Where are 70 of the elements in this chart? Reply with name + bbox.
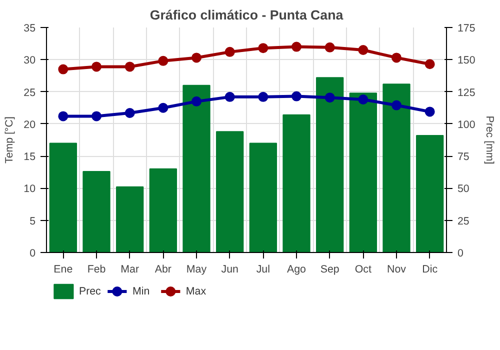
legend-label: Max (186, 286, 207, 298)
bar (49, 142, 77, 252)
point (224, 46, 235, 57)
point (192, 52, 202, 63)
y-tick-label: 5 (30, 215, 36, 228)
point (324, 92, 335, 103)
x-tick-label: Feb (87, 264, 106, 276)
x-tick-label: Ago (287, 264, 306, 276)
bar (416, 135, 444, 252)
x-tick-label: Oct (354, 264, 372, 276)
bar (82, 171, 110, 252)
point (92, 111, 102, 122)
bar (349, 92, 377, 252)
legend-label: Min (132, 286, 150, 298)
y2-axis-title: Prec [mm] (483, 116, 496, 164)
x-tick-label: Nov (387, 264, 407, 276)
point (292, 42, 302, 52)
y-axis-title: Temp [°C] (4, 116, 16, 164)
point (92, 62, 102, 72)
point (224, 92, 235, 102)
y-tick-label: 25 (24, 86, 36, 99)
point (58, 111, 68, 122)
y-tick-label: 35 (24, 22, 36, 34)
y2-tick-label: 0 (458, 248, 464, 260)
point (424, 59, 435, 70)
bar (382, 84, 410, 252)
y-tick-label: 0 (30, 248, 36, 260)
x-tick-label: Mar (120, 264, 140, 276)
bar (282, 114, 310, 252)
x-tick-label: Dic (422, 264, 438, 276)
bar (316, 77, 344, 252)
legend-label: Prec (78, 286, 102, 298)
bar (149, 168, 177, 252)
point (258, 43, 268, 54)
chart-title: Gráfico climático - Punta Cana (150, 8, 344, 22)
point (124, 108, 135, 118)
bar (116, 186, 144, 252)
y2-tick-label: 150 (458, 54, 476, 67)
y2-tick-label: 125 (458, 86, 476, 99)
point (424, 106, 435, 117)
y-tick-label: 10 (24, 183, 36, 196)
point (358, 45, 368, 55)
point (58, 64, 68, 74)
bar (216, 131, 244, 252)
x-tick-label: Sep (320, 264, 340, 276)
x-tick-label: Jul (256, 264, 270, 276)
x-tick-label: May (186, 264, 208, 276)
point (192, 96, 202, 106)
y2-tick-label: 25 (458, 215, 470, 228)
y2-tick-label: 75 (458, 151, 470, 164)
point (292, 91, 302, 102)
point (158, 56, 168, 66)
point (392, 52, 402, 63)
point (158, 102, 168, 113)
point (324, 42, 335, 52)
y-tick-label: 30 (24, 54, 36, 67)
y-tick-label: 15 (24, 151, 36, 164)
x-tick-label: Ene (54, 264, 73, 276)
x-tick-label: Abr (154, 264, 172, 276)
y2-tick-label: 100 (458, 118, 476, 131)
y2-tick-label: 50 (458, 183, 470, 196)
point (392, 100, 402, 110)
y2-tick-label: 175 (458, 22, 476, 34)
point (124, 62, 135, 72)
bar (249, 142, 277, 252)
y-tick-label: 20 (24, 118, 36, 131)
point (358, 94, 368, 104)
bar (182, 84, 210, 252)
point (258, 92, 268, 102)
x-tick-label: Jun (221, 264, 238, 276)
